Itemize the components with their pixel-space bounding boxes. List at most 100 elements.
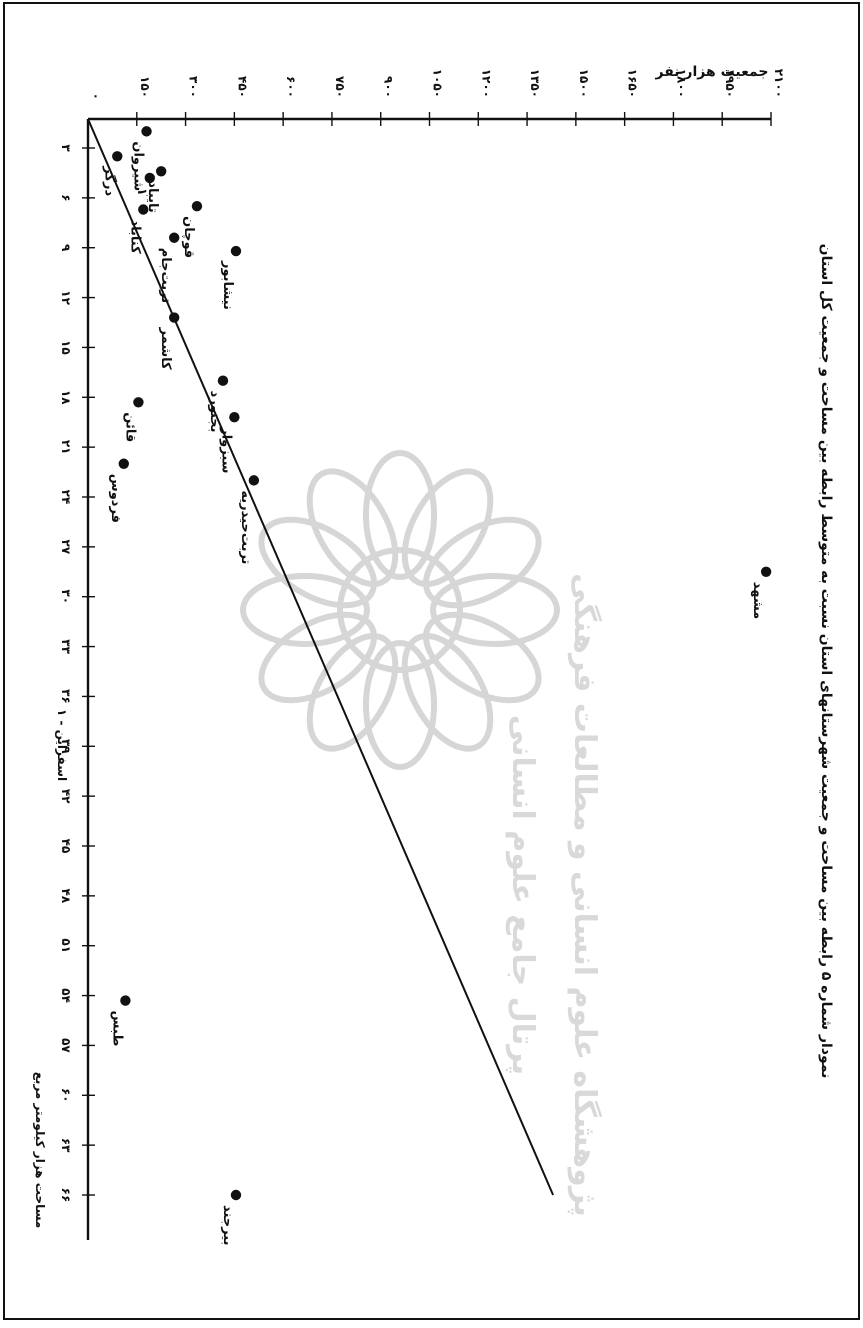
- watermark-core: [337, 547, 463, 673]
- y-tick-label-group: ۳۰۰: [187, 76, 201, 98]
- watermark-petal: [422, 516, 542, 609]
- point-label-group: مشهد: [750, 582, 765, 619]
- watermark-petal: [306, 632, 399, 752]
- data-point: [217, 375, 229, 386]
- point-label: تربت‌حیدریه: [238, 490, 253, 564]
- x-tick-label-group: ۴۵: [59, 839, 73, 854]
- point-label-group: سبزوار: [218, 426, 233, 473]
- x-tick-label: ۵۷: [59, 1038, 73, 1053]
- point-label-group: ۱: [134, 188, 149, 196]
- x-tick-label: ۳۰: [59, 589, 73, 604]
- y-tick-label: ۷۵۰: [333, 76, 347, 98]
- point-label: کاشمر: [158, 327, 173, 370]
- watermark-petal: [363, 450, 437, 580]
- x-tick-label-group: ۵۷: [59, 1038, 73, 1053]
- x-tick-label: ۲۷: [59, 540, 73, 555]
- page-frame: [3, 2, 860, 1320]
- data-point: [133, 397, 144, 408]
- x-ticks: ۳۶۹۱۲۱۵۱۸۲۱۲۴۲۷۳۰۳۳۳۶۳۹۴۲۴۵۴۸۵۱۵۴۵۷۶۰۶۳۶…: [59, 144, 95, 1202]
- data-point: [168, 232, 180, 243]
- x-tick-label-group: ۳۳: [59, 639, 73, 654]
- x-tick-label: ۶۰: [59, 1088, 73, 1103]
- data-point: [191, 200, 203, 212]
- y-tick-label: ۱۲۰۰: [479, 69, 493, 98]
- y-tick-label: ۱۶۵۰: [626, 69, 640, 98]
- y-tick-label-group: ۱۵۰۰: [577, 69, 591, 98]
- point-label: تایباد: [145, 181, 160, 213]
- point-label-group: تربت‌حیدریه: [238, 490, 253, 564]
- point-label: ۱: [134, 188, 149, 196]
- x-axis-label-group: مساحت هزار کیلومتر مربع: [32, 1072, 47, 1229]
- watermark-line-1: پژوهشگاه علوم انسانی و مطالعات فرهنگی: [567, 573, 603, 1217]
- point-label-group: قائن: [122, 412, 137, 442]
- y-axis-label: جمعیت هزار نفر: [655, 64, 769, 80]
- point-label-group: درگز: [101, 165, 117, 196]
- x-tick-label: ۲۱: [59, 440, 73, 455]
- point-label-group: طبس: [109, 1011, 124, 1047]
- point-label: نیشابور: [220, 260, 235, 310]
- x-tick-label: ۳۹: [59, 739, 73, 754]
- y-tick-label-group: ۰: [89, 93, 103, 100]
- y-tick-label: ۱۰۵۰: [431, 69, 445, 98]
- x-tick-label-group: ۱۵: [59, 340, 73, 355]
- data-point: [118, 458, 129, 469]
- y-tick-label: ۱۵۰: [138, 76, 152, 98]
- point-label-group: تایباد: [145, 181, 160, 213]
- watermark-petal: [240, 573, 370, 647]
- x-tick-label-group: ۱۸: [59, 390, 73, 405]
- x-tick-label: ۴۸: [59, 889, 73, 904]
- watermark-line-2: پرتال جامع علوم انسانی: [505, 715, 540, 1075]
- y-tick-label-group: ۱۳۵۰: [528, 69, 542, 98]
- watermark-petal: [363, 640, 437, 770]
- x-tick-label-group: ۲۴: [59, 490, 73, 505]
- y-tick-label: ۶۰۰: [284, 76, 298, 98]
- y-tick-label: ۳۰۰: [187, 76, 201, 98]
- x-tick-label-group: ۲۱: [59, 440, 73, 455]
- y-tick-label-group: ۲۱۰۰: [772, 69, 786, 98]
- data-point: [229, 412, 240, 423]
- data-point: [112, 151, 123, 162]
- data-point: [248, 475, 260, 486]
- x-tick-label: ۳: [59, 144, 73, 152]
- x-tick-label-group: ۳۶: [59, 689, 73, 704]
- data-point: [138, 204, 149, 215]
- x-tick-label-group: ۳: [59, 144, 73, 152]
- point-label-group: تربت‌جام: [158, 248, 173, 303]
- x-tick-label: ۴۵: [59, 839, 73, 854]
- x-tick-label-group: ۵۱: [59, 938, 73, 953]
- data-point: [141, 126, 152, 137]
- x-tick-label-group: ۵۴: [59, 988, 73, 1003]
- x-tick-label-group: ۹: [59, 244, 73, 252]
- watermark-petal: [430, 573, 560, 647]
- x-tick-label: ۶۳: [59, 1138, 73, 1153]
- data-point: [168, 312, 180, 323]
- watermark-petal: [306, 468, 399, 588]
- watermark-petal: [401, 632, 494, 752]
- footnote: ۱ - اسفراین: [55, 709, 69, 781]
- y-tick-label-group: ۹۰۰: [382, 76, 396, 98]
- y-tick-label: ۴۵۰: [235, 76, 249, 98]
- y-tick-label-group: ۱۵۰: [138, 76, 152, 98]
- x-tick-label: ۲۴: [59, 490, 73, 505]
- y-tick-label-group: ۱۰۵۰: [431, 69, 445, 98]
- x-tick-label-group: ۳۰: [59, 589, 73, 604]
- x-tick-label-group: ۶: [59, 194, 73, 201]
- point-label-group: قوچان: [181, 216, 196, 258]
- y-ticks: ۰ ۱۵۰ ۳۰۰ ۴۵۰ ۶۰۰ ۷۵۰ ۹۰۰ ۱۰۵۰ ۱۲۰۰ ۱۳۵۰ ۱۵۰۰ ۱۶۵۰ ۱…: [89, 69, 786, 126]
- y-tick-label: ۱۸۰۰: [674, 69, 688, 98]
- x-tick-label: ۴۲: [59, 789, 73, 804]
- point-label: بجنورد: [207, 391, 222, 433]
- point-label: بیرجند: [220, 1205, 235, 1245]
- y-tick-label-group: ۶۰۰: [284, 76, 298, 98]
- data-point: [230, 245, 242, 257]
- watermark-petal: [422, 611, 542, 704]
- point-label: قوچان: [181, 216, 196, 258]
- trend-line: [87, 118, 555, 1196]
- point-label-group: شیروان: [131, 141, 146, 191]
- y-tick-label-group: ۱۹۵۰: [723, 69, 737, 98]
- x-tick-label: ۳۳: [59, 639, 73, 654]
- y-tick-label-group: ۴۵۰: [235, 76, 249, 98]
